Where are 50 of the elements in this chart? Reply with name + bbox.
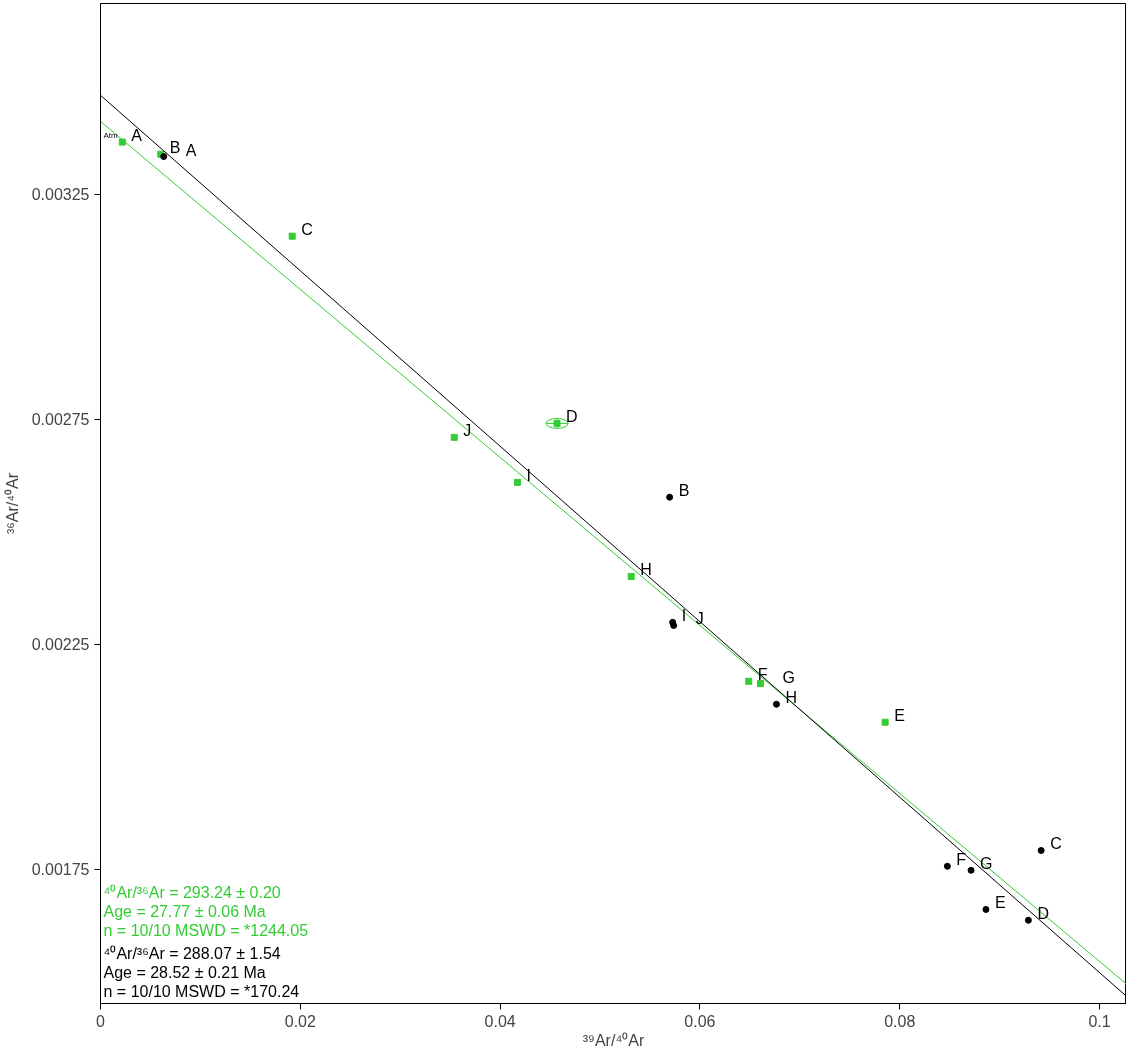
annotation: ⁴⁰Ar/³⁶Ar = 293.24 ± 0.20 <box>103 883 281 901</box>
data-label: F <box>956 851 967 869</box>
point <box>967 866 975 874</box>
annotation: n = 10/10 MSWD = *1244.05 <box>103 921 309 939</box>
data-label: A <box>185 141 197 159</box>
point <box>288 232 296 240</box>
point <box>1037 846 1045 854</box>
point <box>513 478 521 486</box>
y-tick-label: 0.00175 <box>31 861 90 879</box>
data-label: H <box>640 561 652 579</box>
point <box>1024 916 1032 924</box>
data-label: B <box>678 482 690 500</box>
point <box>982 905 990 913</box>
point <box>450 433 458 441</box>
y-tick-label: 0.00325 <box>31 186 90 204</box>
data-label: E <box>994 894 1006 912</box>
annotation: ⁴⁰Ar/³⁶Ar = 288.07 ± 1.54 <box>103 944 281 962</box>
data-label: B <box>169 139 181 157</box>
annotation: n = 10/10 MSWD = *170.24 <box>103 982 300 1000</box>
data-label: D <box>1037 905 1049 923</box>
data-label: A <box>131 127 143 145</box>
data-label: D <box>566 408 578 426</box>
y-axis-title: ³⁶Ar/⁴⁰Ar <box>3 472 21 535</box>
x-tick-label: 0.04 <box>484 1012 516 1030</box>
annotation: Age = 28.52 ± 0.21 Ma <box>103 963 266 981</box>
point <box>772 700 780 708</box>
data-label: I <box>526 467 531 485</box>
data-label: C <box>1050 835 1062 853</box>
data-label: G <box>980 855 993 873</box>
point <box>627 572 635 580</box>
x-tick-label: 0 <box>96 1012 106 1030</box>
point <box>745 677 753 685</box>
data-label: I <box>681 607 687 625</box>
data-label: J <box>463 422 472 440</box>
data-label: E <box>894 707 905 725</box>
point <box>943 862 951 870</box>
x-tick-label: 0.02 <box>284 1012 316 1030</box>
point <box>881 718 889 726</box>
data-label: C <box>301 221 313 239</box>
point <box>118 138 126 146</box>
x-tick-label: 0.08 <box>884 1012 916 1030</box>
x-axis-title: ³⁹Ar/⁴⁰Ar <box>582 1031 645 1049</box>
annotation: Atm <box>103 130 119 140</box>
data-label: G <box>782 668 796 686</box>
x-tick-label: 0.1 <box>1088 1012 1111 1030</box>
y-tick-label: 0.00275 <box>31 411 90 429</box>
x-tick-label: 0.06 <box>684 1012 716 1030</box>
point <box>666 493 674 501</box>
annotation: Age = 27.77 ± 0.06 Ma <box>103 902 266 920</box>
y-tick-label: 0.00225 <box>31 636 90 654</box>
